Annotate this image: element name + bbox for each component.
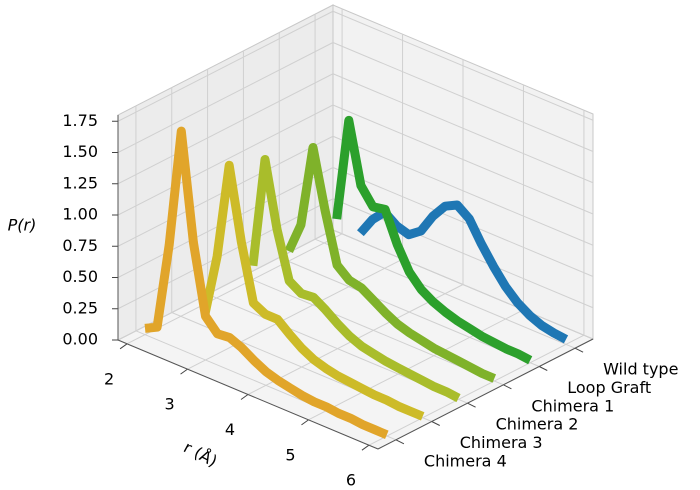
category-tick-label: Chimera 3 xyxy=(460,433,543,452)
x-axis-label: r (Å) xyxy=(181,437,221,470)
z-tick-label: 1.00 xyxy=(62,205,98,224)
category-tick-label: Wild type xyxy=(603,360,678,379)
z-tick-label: 0.25 xyxy=(62,298,98,317)
category-tick-label: Chimera 4 xyxy=(424,451,507,470)
category-tick xyxy=(574,347,584,353)
z-tick-label: 0.50 xyxy=(62,267,98,286)
grid-line xyxy=(187,258,403,370)
x-tick-label: 4 xyxy=(225,420,235,439)
x-tick-label: 5 xyxy=(285,445,295,464)
grid-line xyxy=(117,42,334,153)
category-tick xyxy=(467,402,476,408)
grid-line xyxy=(117,10,334,122)
axis-line xyxy=(377,338,594,450)
x-tick-label: 2 xyxy=(104,369,114,388)
grid-line xyxy=(117,104,334,216)
grid-line xyxy=(117,73,334,185)
category-tick-label: Chimera 2 xyxy=(496,415,579,434)
x-tick xyxy=(301,419,309,426)
axis-line xyxy=(117,339,379,450)
series-line xyxy=(144,126,389,439)
category-tick xyxy=(539,366,548,371)
x-tick xyxy=(361,444,370,451)
z-tick-label: 1.75 xyxy=(62,111,98,130)
category-tick xyxy=(395,439,405,445)
grid-line xyxy=(314,238,576,349)
series-line xyxy=(200,160,425,421)
grid-line xyxy=(126,233,343,345)
category-tick-label: Chimera 1 xyxy=(531,396,614,415)
z-tick-label: 0.00 xyxy=(62,330,98,349)
grid-line xyxy=(308,309,524,421)
series-line xyxy=(248,155,461,403)
grid-line xyxy=(117,198,334,310)
z-tick-label: 1.50 xyxy=(62,142,98,161)
x-tick xyxy=(180,368,188,375)
series-line xyxy=(284,143,497,383)
category-tick xyxy=(431,421,440,426)
z-axis-label: P(r) xyxy=(8,216,37,235)
x-tick-label: 6 xyxy=(346,471,356,490)
grid-line xyxy=(368,334,585,446)
z-tick-label: 1.25 xyxy=(62,173,98,192)
category-tick xyxy=(503,384,512,390)
x-tick xyxy=(240,394,249,400)
z-tick-label: 0.75 xyxy=(62,236,98,255)
series-line xyxy=(332,115,533,365)
x-tick xyxy=(119,343,128,350)
category-tick-label: Loop Graft xyxy=(567,378,651,397)
x-tick-label: 3 xyxy=(164,395,174,414)
